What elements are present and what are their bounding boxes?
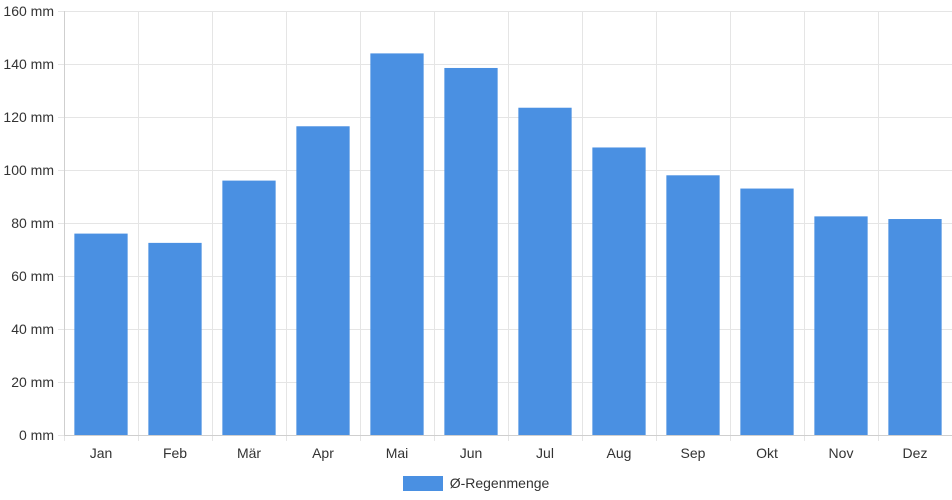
bar-mär[interactable]	[222, 180, 276, 435]
x-tick-label: Feb	[163, 445, 187, 461]
bar-okt[interactable]	[740, 188, 794, 435]
y-tick-label: 80 mm	[11, 215, 54, 231]
y-tick-label: 60 mm	[11, 268, 54, 284]
bar-nov[interactable]	[814, 216, 868, 435]
bar-sep[interactable]	[666, 175, 720, 436]
x-tick-label: Aug	[607, 445, 632, 461]
x-tick-label: Mär	[237, 445, 261, 461]
legend-item[interactable]: Ø-Regenmenge	[402, 475, 550, 491]
x-tick-label: Mai	[386, 445, 409, 461]
bar-mai[interactable]	[370, 53, 424, 436]
gridlines	[58, 11, 952, 441]
x-tick-label: Jul	[536, 445, 554, 461]
y-tick-label: 40 mm	[11, 321, 54, 337]
bar-aug[interactable]	[592, 147, 646, 435]
y-tick-label: 0 mm	[19, 427, 54, 443]
bar-dez[interactable]	[888, 219, 942, 435]
legend-swatch	[402, 475, 443, 491]
x-tick-label: Jun	[460, 445, 483, 461]
y-tick-label: 20 mm	[11, 374, 54, 390]
x-tick-label: Okt	[756, 445, 778, 461]
x-tick-label: Jan	[90, 445, 113, 461]
tick-labels: 0 mm 20 mm 40 mm 60 mm 80 mm 100 mm 120 mm 140 …	[3, 3, 927, 461]
legend: Ø-Regenmenge	[0, 472, 952, 494]
x-tick-label: Nov	[829, 445, 854, 461]
legend-label: Ø-Regenmenge	[449, 475, 550, 491]
bar-jun[interactable]	[444, 67, 498, 435]
bar-feb[interactable]	[148, 242, 202, 435]
x-tick-label: Sep	[681, 445, 706, 461]
y-tick-label: 100 mm	[3, 162, 54, 178]
y-tick-label: 120 mm	[3, 109, 54, 125]
bar-jul[interactable]	[518, 107, 572, 435]
bars	[74, 53, 942, 436]
x-tick-label: Apr	[312, 445, 334, 461]
y-tick-label: 140 mm	[3, 56, 54, 72]
y-tick-label: 160 mm	[3, 3, 54, 19]
axes	[64, 11, 952, 436]
chart-canvas: 0 mm 20 mm 40 mm 60 mm 80 mm 100 mm 120 mm 140 …	[3, 3, 952, 461]
x-tick-label: Dez	[903, 445, 928, 461]
bar-apr[interactable]	[296, 126, 350, 436]
bar-jan[interactable]	[74, 233, 128, 435]
